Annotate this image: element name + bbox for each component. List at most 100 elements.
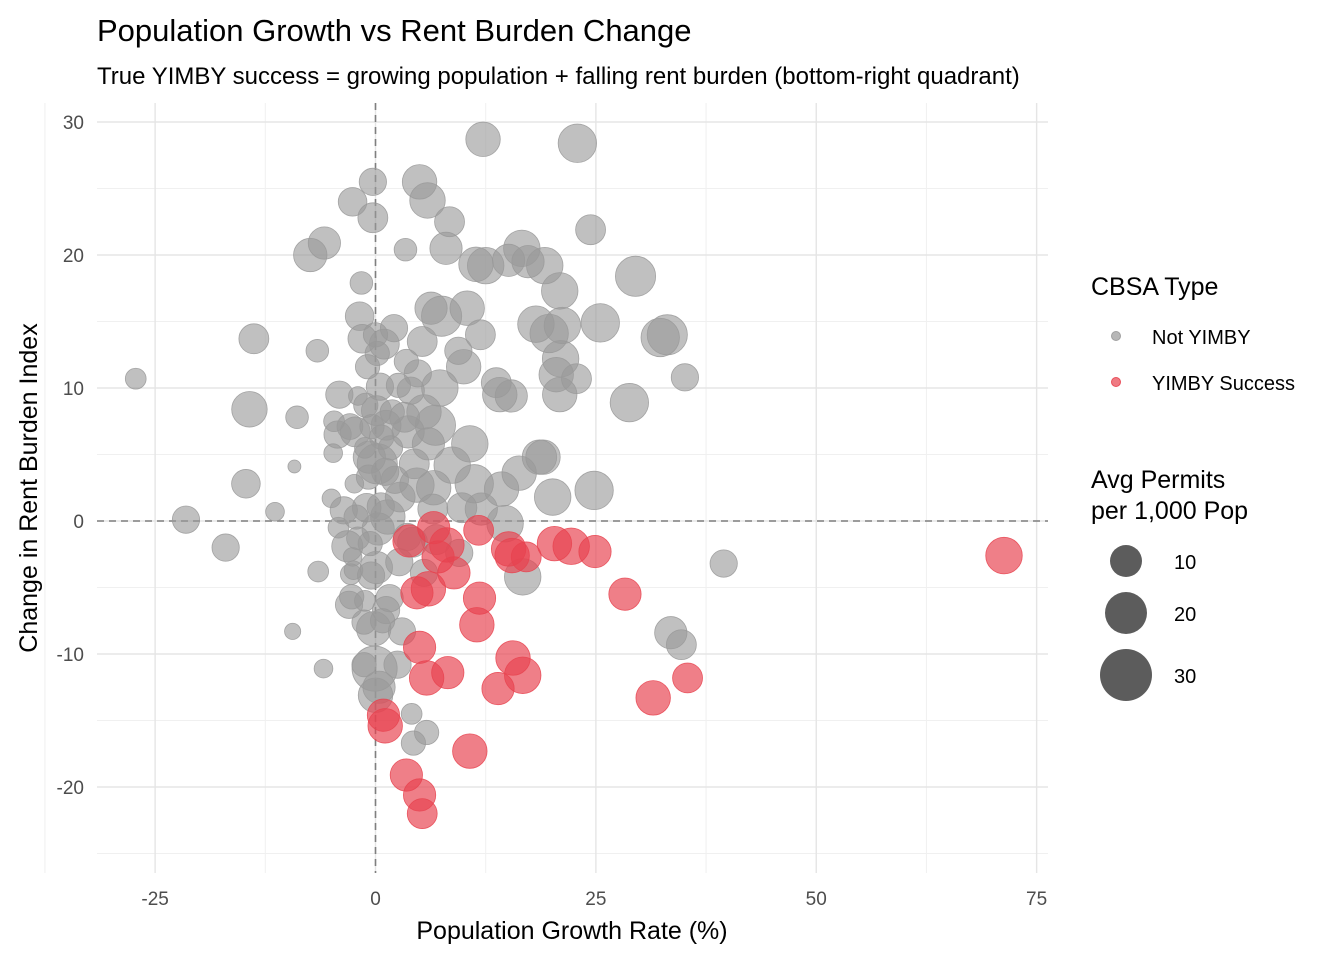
point-not-yimby [238,323,270,355]
point-not-yimby [344,474,365,494]
point-not-yimby [307,226,341,260]
x-tick-label: 50 [806,889,827,910]
point-not-yimby [640,317,680,358]
data-points [124,121,1023,829]
point-yimby-success [536,525,573,562]
point-not-yimby [446,492,478,524]
point-not-yimby [337,187,368,217]
point-not-yimby [305,339,330,363]
point-not-yimby [458,246,494,282]
point-not-yimby [285,405,309,429]
point-not-yimby [321,488,342,509]
point-yimby-success [635,680,671,716]
point-not-yimby [323,410,345,433]
point-not-yimby [575,214,606,246]
point-not-yimby [670,363,699,392]
size-label-10: 10 [1174,552,1196,574]
point-not-yimby [379,399,405,425]
point-not-yimby [265,501,285,522]
point-not-yimby [666,629,697,661]
point-not-yimby [561,363,592,395]
point-not-yimby [346,526,370,551]
point-not-yimby [393,237,418,262]
reference-lines [97,103,1048,873]
x-tick-label: 25 [585,889,606,910]
point-not-yimby [357,202,389,234]
size-label-30: 30 [1174,666,1196,688]
size-key-10 [1110,545,1142,577]
point-not-yimby [451,425,489,463]
legend-label-not-yimby: Not YIMBY [1152,327,1251,349]
x-tick-label: -25 [141,889,168,910]
x-axis-ticks: -25 0 25 50 75 [141,889,1047,910]
point-yimby-success [437,556,471,590]
point-not-yimby [284,622,302,640]
y-axis-ticks: -20 -10 0 10 20 30 [57,113,84,799]
point-yimby-success [462,581,497,615]
point-yimby-success [403,630,437,664]
point-not-yimby [534,478,572,516]
point-not-yimby [557,123,597,163]
point-yimby-success [400,576,434,610]
point-not-yimby [511,245,545,279]
point-not-yimby [313,658,334,679]
point-not-yimby [401,164,438,200]
point-not-yimby [414,291,448,325]
size-legend-title-line1: Avg Permits [1091,466,1225,494]
point-yimby-success [985,536,1023,575]
point-not-yimby [414,719,440,746]
point-not-yimby [287,459,302,474]
point-not-yimby [349,271,374,295]
point-not-yimby [543,306,582,345]
point-not-yimby [465,121,501,157]
size-legend-title-line2: per 1,000 Pop [1091,497,1248,525]
legend-label-yimby-success: YIMBY Success [1152,373,1295,395]
point-not-yimby [609,383,649,423]
point-not-yimby [364,340,390,366]
point-not-yimby [400,703,423,725]
point-not-yimby [429,231,463,265]
point-yimby-success [463,514,495,546]
point-yimby-success [608,577,642,611]
legend-key-not-yimby [1111,331,1121,341]
point-not-yimby [434,206,465,238]
y-tick-label: 10 [63,379,84,400]
point-not-yimby [231,469,261,499]
point-not-yimby [709,549,738,578]
x-tick-label: 75 [1026,889,1047,910]
point-yimby-success [366,698,400,732]
point-yimby-success [481,672,515,706]
point-not-yimby [358,167,387,196]
color-legend-title: CBSA Type [1091,273,1218,301]
size-legend: Avg Permits per 1,000 Pop 10 20 30 [1091,466,1248,701]
point-yimby-success [431,656,465,690]
point-not-yimby [377,435,404,461]
point-yimby-success [406,798,438,829]
point-not-yimby [124,367,147,390]
point-not-yimby [383,650,412,679]
size-label-20: 20 [1174,604,1196,626]
point-not-yimby [348,386,368,406]
point-not-yimby [393,348,419,374]
point-yimby-success [417,511,451,545]
x-axis-title: Population Growth Rate (%) [416,917,727,945]
y-tick-label: -10 [57,645,84,666]
point-not-yimby [574,470,614,511]
point-not-yimby [366,492,395,521]
size-key-20 [1105,592,1147,634]
y-tick-label: 20 [63,246,84,267]
y-tick-label: 30 [63,113,84,134]
point-not-yimby [449,290,485,326]
color-legend: CBSA Type Not YIMBY YIMBY Success [1091,273,1295,395]
point-not-yimby [307,560,330,583]
y-tick-label: 0 [73,512,84,533]
point-not-yimby [615,255,657,297]
point-yimby-success [452,733,488,769]
point-not-yimby [480,367,512,399]
point-yimby-success [495,640,531,676]
point-not-yimby [541,272,579,310]
point-not-yimby [385,372,411,398]
point-not-yimby [444,336,473,365]
point-not-yimby [323,443,343,463]
